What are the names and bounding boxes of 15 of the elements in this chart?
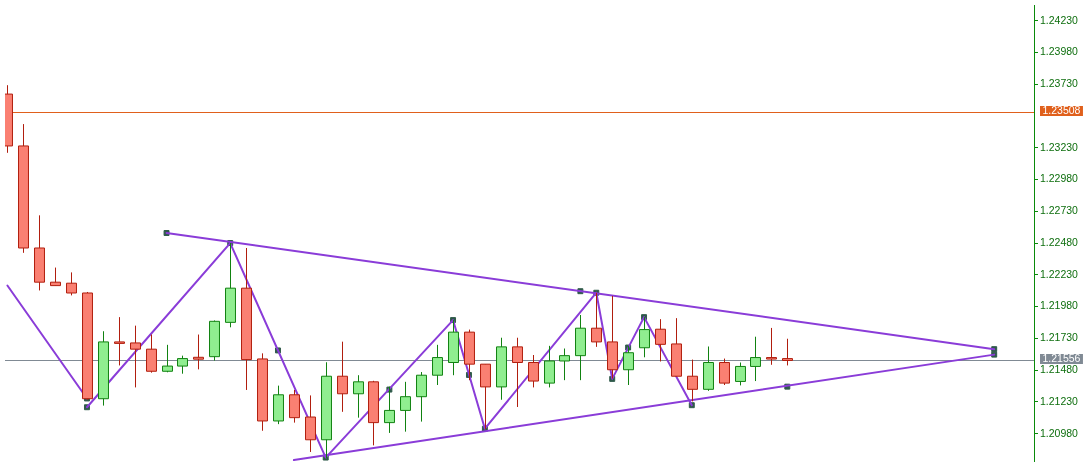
- y-tick-label: 1.22230: [1040, 267, 1079, 280]
- y-tick-label: 1.21730: [1040, 331, 1079, 344]
- y-tick-label: 1.24230: [1040, 13, 1079, 26]
- y-tick-label: 1.20980: [1040, 426, 1079, 439]
- y-tick-label: 1.23730: [1040, 77, 1079, 90]
- y-tick-label: 1.22480: [1040, 235, 1079, 248]
- y-tick-label: 1.23980: [1040, 45, 1079, 58]
- y-tick-label: 1.21480: [1040, 363, 1079, 376]
- y-tick-label: 1.21230: [1040, 394, 1079, 407]
- ref-line-label: 1.21556: [1042, 352, 1081, 365]
- y-tick-label: 1.23230: [1040, 140, 1079, 153]
- y-tick-label: 1.22980: [1040, 172, 1079, 185]
- ref-line-label: 1.23508: [1042, 104, 1081, 117]
- y-tick-label: 1.21980: [1040, 299, 1079, 312]
- y-tick-label: 1.22730: [1040, 204, 1079, 217]
